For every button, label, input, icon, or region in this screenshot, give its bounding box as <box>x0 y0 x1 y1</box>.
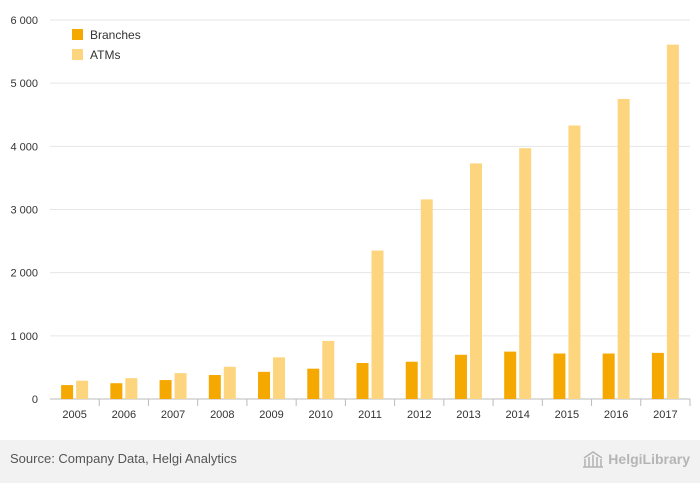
bar-atms <box>174 373 187 399</box>
bar-atms <box>617 98 630 399</box>
brand-logo: HelgiLibrary <box>582 450 690 468</box>
bar-atms <box>273 357 286 399</box>
x-tick-label: 2007 <box>161 409 185 421</box>
library-building-icon <box>583 451 604 468</box>
bar-branches <box>208 374 221 399</box>
bar-branches <box>307 368 320 399</box>
bar-branches <box>61 385 74 399</box>
y-tick-label: 2 000 <box>10 268 38 280</box>
y-tick-label: 0 <box>32 394 38 406</box>
bar-atms <box>125 378 138 399</box>
bar-atms <box>76 380 89 399</box>
bar-branches <box>553 353 566 399</box>
y-tick-label: 5 000 <box>10 78 38 90</box>
bar-branches <box>405 361 418 399</box>
bar-atms <box>322 340 335 399</box>
y-tick-label: 4 000 <box>10 141 38 153</box>
bar-atms <box>666 44 679 399</box>
brand-name: HelgiLibrary <box>608 451 690 467</box>
y-tick-label: 3 000 <box>10 205 38 217</box>
x-tick-label: 2005 <box>62 409 86 421</box>
bar-branches <box>504 351 517 399</box>
legend-label-branches: Branches <box>90 28 141 42</box>
footer: Source: Company Data, Helgi Analytics He… <box>0 440 700 483</box>
legend-swatch-branches <box>72 29 83 40</box>
legend-label-atms: ATMs <box>90 48 120 62</box>
legend-swatch-atms <box>72 49 83 60</box>
bar-atms <box>420 199 433 399</box>
bar-branches <box>110 383 123 399</box>
bar-atms <box>371 250 384 399</box>
bar-branches <box>159 380 172 399</box>
bar-branches <box>258 371 271 399</box>
x-tick-label: 2009 <box>259 409 283 421</box>
bar-branches <box>602 353 615 399</box>
source-text: Source: Company Data, Helgi Analytics <box>10 451 237 466</box>
x-tick-label: 2011 <box>358 409 382 421</box>
x-tick-label: 2010 <box>309 409 333 421</box>
y-tick-label: 6 000 <box>10 15 38 27</box>
bar-atms <box>519 148 532 399</box>
x-tick-label: 2012 <box>407 409 431 421</box>
bar-branches <box>356 362 369 399</box>
bar-atms <box>568 125 581 399</box>
x-tick-label: 2013 <box>456 409 480 421</box>
x-tick-label: 2014 <box>505 409 529 421</box>
x-tick-label: 2008 <box>210 409 234 421</box>
x-tick-label: 2015 <box>555 409 579 421</box>
bar-atms <box>469 163 482 399</box>
y-tick-label: 1 000 <box>10 331 38 343</box>
x-tick-label: 2017 <box>653 409 677 421</box>
x-tick-label: 2016 <box>604 409 628 421</box>
bar-atms <box>223 366 236 399</box>
bar-branches <box>651 352 664 399</box>
bar-chart: 0 1 000 2 000 3 000 4 000 5 000 6 000 2005 2006 2… <box>10 15 691 421</box>
chart: 0 1 000 2 000 3 000 4 000 5 000 6 000 2005 2006 2… <box>10 15 691 421</box>
bar-branches <box>454 354 467 399</box>
x-tick-label: 2006 <box>112 409 136 421</box>
